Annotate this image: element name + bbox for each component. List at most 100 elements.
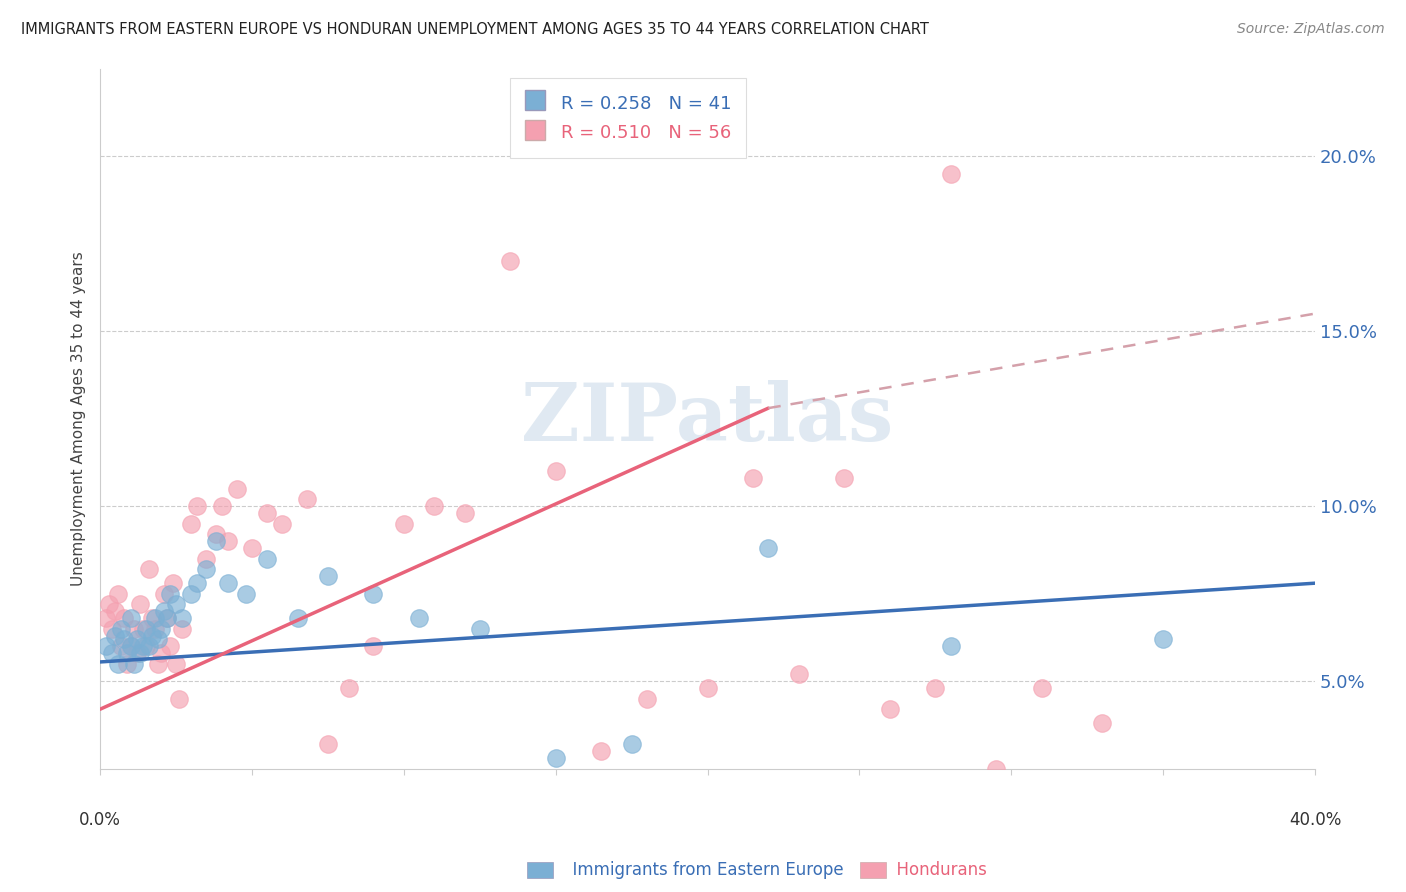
Point (131, 622, 153, 636)
Point (544, 464, 567, 478)
Point (149, 622, 172, 636)
Point (316, 569, 339, 583)
Point (135, 622, 157, 636)
Text: 0.0%: 0.0% (79, 811, 121, 829)
Point (256, 506, 278, 520)
Point (125, 632, 148, 647)
Point (235, 587, 257, 601)
Point (225, 482, 247, 496)
Point (271, 516, 294, 531)
Point (125, 646, 148, 660)
Point (117, 646, 139, 660)
Point (120, 639, 142, 653)
Point (153, 587, 176, 601)
Point (787, 667, 810, 681)
Point (742, 471, 765, 485)
Point (135, 639, 157, 653)
Text: Hondurans: Hondurans (886, 861, 987, 879)
Point (256, 551, 278, 566)
Point (104, 604, 127, 618)
Point (217, 576, 239, 591)
Point (408, 611, 430, 625)
Point (146, 657, 169, 671)
Point (172, 611, 194, 625)
Point (122, 622, 145, 636)
Point (211, 499, 233, 513)
Point (165, 657, 187, 671)
Point (104, 629, 127, 643)
Point (363, 639, 385, 653)
Point (128, 646, 150, 660)
Point (112, 611, 135, 625)
Point (186, 576, 208, 591)
Point (101, 646, 124, 660)
Point (832, 471, 855, 485)
Point (107, 657, 129, 671)
Text: ZIPatlas: ZIPatlas (522, 380, 894, 458)
Point (180, 516, 202, 531)
Point (143, 622, 166, 636)
Point (131, 639, 153, 653)
Point (939, 639, 962, 653)
Legend: R = 0.258   N = 41, R = 0.510   N = 56: R = 0.258 N = 41, R = 0.510 N = 56 (510, 78, 745, 158)
Point (110, 622, 132, 636)
Point (591, 744, 613, 758)
Point (128, 597, 150, 611)
Text: Source: ZipAtlas.com: Source: ZipAtlas.com (1237, 22, 1385, 37)
Point (986, 762, 1008, 776)
Point (499, 254, 522, 268)
Point (149, 646, 172, 660)
Point (146, 632, 169, 647)
Point (217, 534, 239, 549)
Point (138, 639, 160, 653)
Point (180, 587, 202, 601)
Point (316, 737, 339, 751)
Point (287, 611, 309, 625)
Point (153, 604, 176, 618)
Point (117, 657, 139, 671)
Point (167, 691, 190, 706)
Point (156, 611, 179, 625)
Point (156, 611, 179, 625)
Point (240, 541, 263, 556)
Text: 40.0%: 40.0% (1289, 811, 1341, 829)
Point (696, 681, 718, 696)
Point (96, 639, 118, 653)
Point (337, 681, 360, 696)
Point (172, 622, 194, 636)
Point (924, 681, 946, 696)
Point (120, 611, 142, 625)
Point (110, 639, 132, 653)
Point (186, 499, 208, 513)
Point (101, 622, 124, 636)
Point (453, 506, 475, 520)
Point (544, 751, 567, 765)
Point (392, 516, 415, 531)
Point (96, 611, 118, 625)
Point (195, 551, 218, 566)
Point (112, 632, 135, 647)
Point (195, 562, 218, 576)
Point (138, 562, 160, 576)
Point (1091, 716, 1114, 731)
Point (141, 629, 163, 643)
Point (141, 611, 163, 625)
Point (1031, 681, 1053, 696)
Point (363, 587, 385, 601)
Point (423, 499, 446, 513)
Point (162, 576, 184, 591)
Y-axis label: Unemployment Among Ages 35 to 44 years: Unemployment Among Ages 35 to 44 years (72, 252, 86, 586)
Point (636, 691, 658, 706)
Point (159, 587, 181, 601)
Point (756, 541, 779, 556)
Point (120, 639, 142, 653)
Point (468, 622, 491, 636)
Point (165, 597, 187, 611)
Point (295, 492, 318, 507)
Point (122, 657, 145, 671)
Point (204, 534, 226, 549)
Point (620, 737, 643, 751)
Text: IMMIGRANTS FROM EASTERN EUROPE VS HONDURAN UNEMPLOYMENT AMONG AGES 35 TO 44 YEAR: IMMIGRANTS FROM EASTERN EUROPE VS HONDUR… (21, 22, 929, 37)
Point (107, 587, 129, 601)
Point (1152, 632, 1174, 647)
